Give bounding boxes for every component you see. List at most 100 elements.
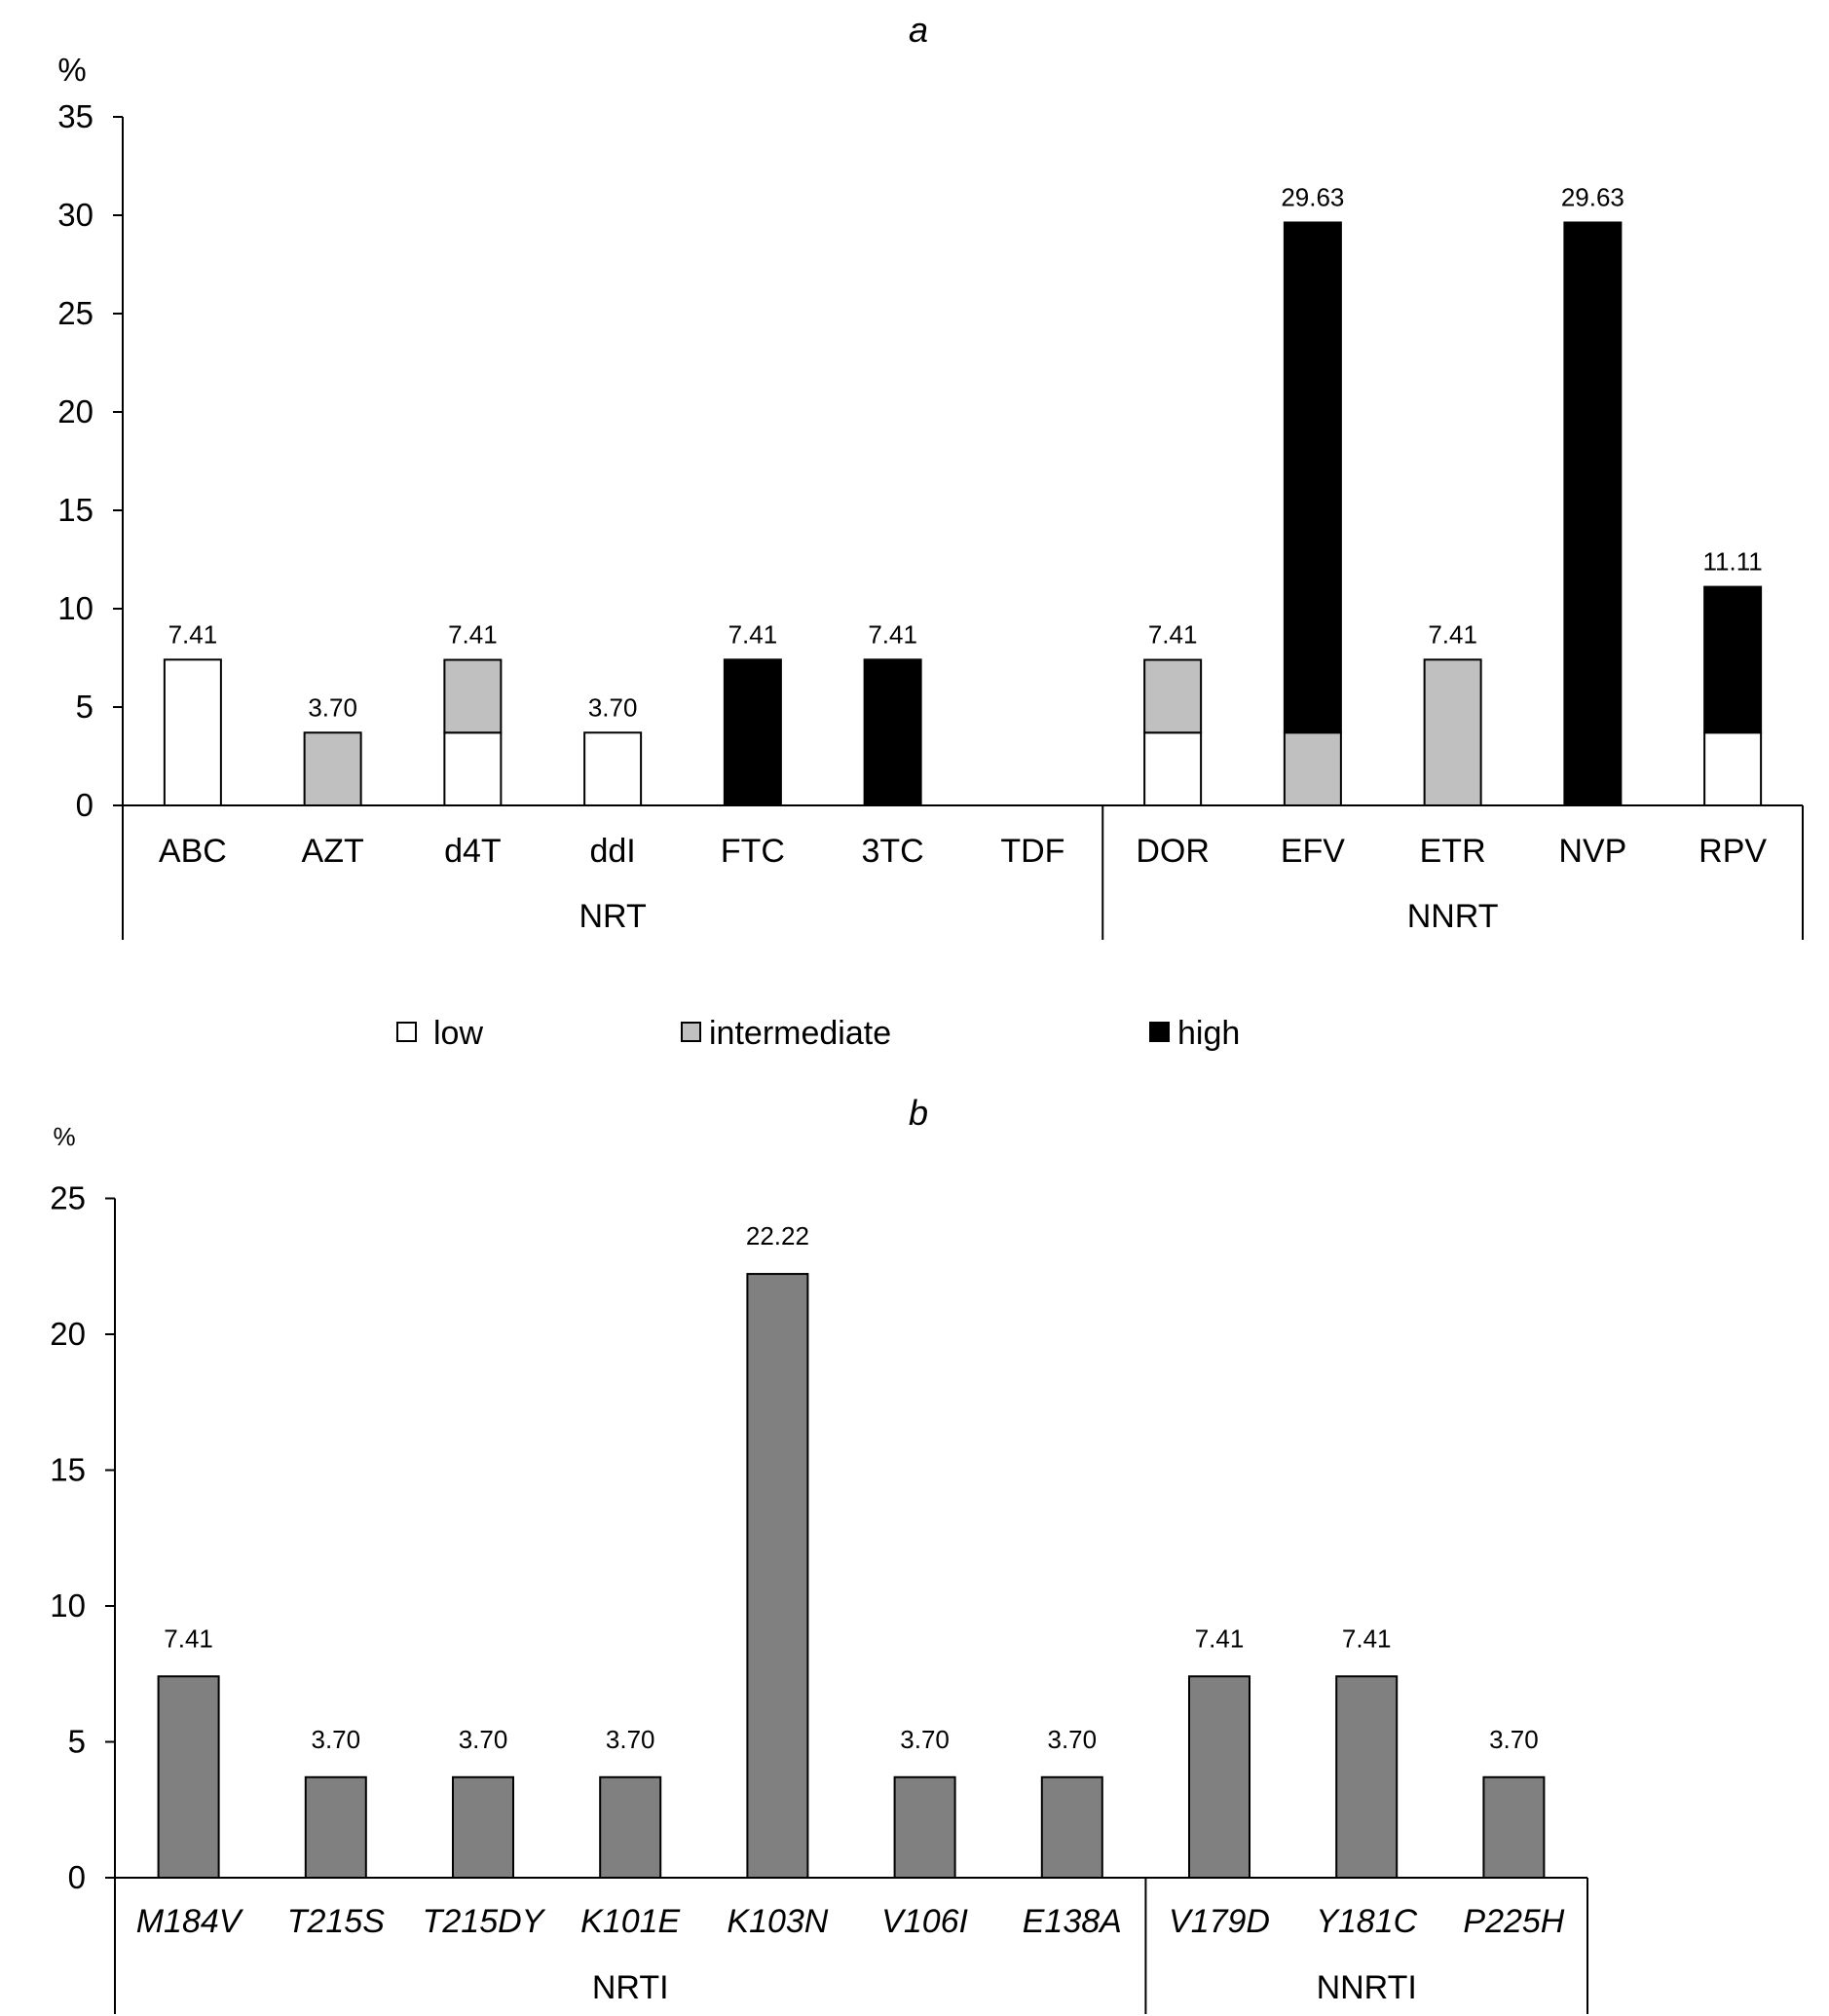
- x-tick-label: V106I: [881, 1903, 968, 1940]
- x-tick-label: M184V: [136, 1903, 244, 1940]
- y-tick-label: 10: [57, 590, 93, 626]
- bar-low: [583, 731, 643, 807]
- legend-label-intermediate: intermediate: [709, 1015, 891, 1052]
- data-label: 7.41: [1148, 620, 1198, 650]
- x-tick-label: K101E: [580, 1903, 680, 1940]
- bar-intermediate: [1143, 658, 1203, 734]
- data-label: 3.70: [459, 1725, 508, 1754]
- legend-label-low: low: [433, 1015, 483, 1052]
- x-tick-label: ETR: [1420, 833, 1486, 870]
- data-label: 3.70: [1047, 1725, 1097, 1754]
- data-label: 3.70: [900, 1725, 950, 1754]
- bar: [1188, 1675, 1250, 1879]
- group-label: NNRTI: [1317, 1969, 1417, 2006]
- data-label: 3.70: [606, 1725, 655, 1754]
- legend-label-high: high: [1177, 1015, 1240, 1052]
- y-tick-label: 20: [50, 1316, 86, 1352]
- bar: [452, 1775, 514, 1880]
- panel-b-title: b: [909, 1093, 928, 1133]
- x-tick-label: ddI: [589, 833, 635, 870]
- x-tick-label: T215S: [287, 1903, 385, 1940]
- y-tick-label: 30: [57, 197, 93, 233]
- data-label: 3.70: [311, 1725, 360, 1754]
- bar-intermediate: [1283, 731, 1342, 807]
- x-tick-label: EFV: [1281, 833, 1345, 870]
- bar-low: [443, 731, 503, 807]
- y-tick-label: 0: [68, 1859, 86, 1895]
- x-tick-label: T215DY: [423, 1903, 546, 1940]
- data-label: 11.11: [1703, 547, 1763, 577]
- bar-low: [163, 658, 222, 806]
- data-label: 7.41: [1342, 1624, 1392, 1653]
- bar-high: [1703, 585, 1763, 734]
- y-tick-label: 10: [50, 1587, 86, 1624]
- x-tick-label: V179D: [1169, 1903, 1270, 1940]
- data-label: 7.41: [448, 620, 498, 650]
- legend-swatch-intermediate: [681, 1022, 701, 1042]
- bar: [599, 1775, 662, 1880]
- x-tick-label: Y181C: [1316, 1903, 1417, 1940]
- bar-low: [1143, 731, 1203, 807]
- data-label: 3.70: [1489, 1725, 1539, 1754]
- y-tick-label: 0: [76, 787, 93, 823]
- panel-b-chart: b% 0 5 10 15 20 25 7.41 M184V 3.70 T215S 3.70 T215DY…: [50, 1093, 1588, 2014]
- x-tick-label: P225H: [1463, 1903, 1564, 1940]
- x-tick-label: ABC: [159, 833, 227, 870]
- panel-a-chart: a% 0 5 10 15 20 25 30 35 7.41 ABC 3.70 AZT 7.41 d4T 3.7…: [57, 10, 1804, 940]
- x-tick-label: FTC: [721, 833, 785, 870]
- group-label: NNRT: [1407, 898, 1499, 935]
- data-label: 7.41: [868, 619, 917, 649]
- data-label: 29.63: [1561, 182, 1624, 211]
- group-label: NRTI: [592, 1969, 669, 2006]
- x-tick-label: NVP: [1558, 833, 1626, 870]
- panel-a-title: a: [909, 10, 928, 50]
- bar: [1040, 1775, 1103, 1880]
- legend-swatch-high: [1149, 1022, 1170, 1042]
- y-tick-label: 25: [57, 295, 93, 331]
- bar-high: [863, 658, 922, 806]
- bar: [1335, 1675, 1399, 1879]
- x-tick-label: RPV: [1698, 833, 1767, 870]
- y-tick-label: 20: [57, 393, 93, 429]
- bar-low: [1703, 731, 1763, 807]
- bar: [304, 1775, 367, 1880]
- bar: [157, 1675, 220, 1879]
- y-tick-label: 25: [50, 1180, 86, 1216]
- data-label: 3.70: [308, 692, 357, 722]
- data-label: 7.41: [168, 619, 218, 649]
- data-label: 22.22: [746, 1221, 809, 1251]
- bar: [893, 1775, 956, 1880]
- y-axis-label: %: [57, 52, 86, 88]
- bar-high: [1283, 221, 1342, 734]
- data-label: 7.41: [1428, 619, 1477, 649]
- data-label: 7.41: [1195, 1624, 1245, 1653]
- bar-intermediate: [1423, 658, 1482, 806]
- bar-intermediate: [303, 731, 362, 807]
- x-tick-label: AZT: [302, 833, 364, 870]
- data-label: 7.41: [728, 619, 778, 649]
- x-tick-label: d4T: [444, 833, 502, 870]
- data-label: 29.63: [1281, 182, 1344, 211]
- x-tick-label: 3TC: [862, 833, 924, 870]
- x-tick-label: K103N: [727, 1903, 828, 1940]
- bar: [746, 1273, 809, 1879]
- x-tick-label: E138A: [1023, 1903, 1122, 1940]
- y-axis-label: %: [53, 1122, 75, 1151]
- x-tick-label: DOR: [1136, 833, 1210, 870]
- bar-high: [1563, 221, 1623, 806]
- group-label: NRT: [579, 898, 646, 935]
- x-tick-label: TDF: [1000, 833, 1064, 870]
- data-label: 7.41: [164, 1624, 213, 1653]
- y-tick-label: 15: [50, 1452, 86, 1488]
- legend: low intermediate high: [396, 1015, 1240, 1052]
- y-tick-label: 5: [68, 1724, 86, 1760]
- bar-high: [723, 658, 782, 806]
- y-tick-label: 15: [57, 492, 93, 528]
- y-tick-label: 35: [57, 98, 93, 134]
- legend-swatch-low: [396, 1022, 417, 1042]
- bar: [1482, 1775, 1546, 1880]
- data-label: 3.70: [588, 692, 638, 722]
- bar-intermediate: [443, 658, 503, 734]
- y-tick-label: 5: [76, 689, 93, 725]
